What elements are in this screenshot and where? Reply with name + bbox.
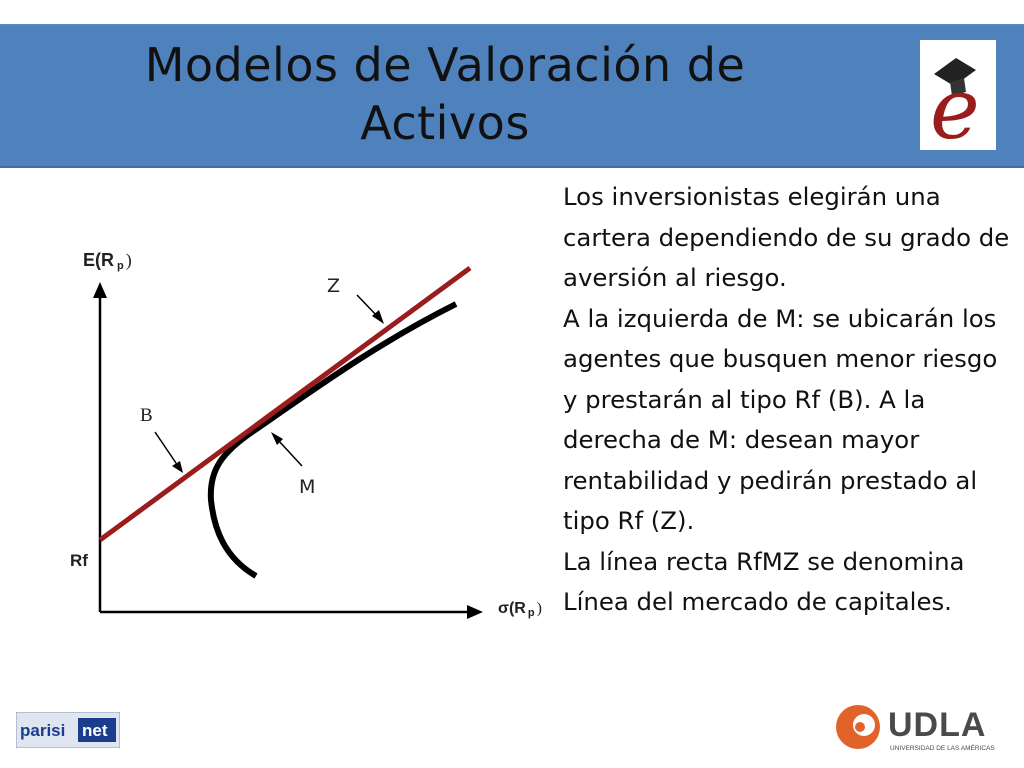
svg-text:parisi: parisi <box>20 721 65 740</box>
x-axis-arrowhead <box>467 605 483 619</box>
efficient-frontier-curve <box>207 301 458 579</box>
explanation-text: Los inversionistas elegirán una cartera … <box>563 177 1013 623</box>
parisinet-logo: parisi net <box>16 712 120 748</box>
graduation-cap-icon <box>934 58 976 86</box>
z-label: Z <box>327 275 340 297</box>
b-pointer-arrow <box>154 431 179 467</box>
z-pointer-arrow <box>356 294 379 318</box>
y-axis-label: E(R p) <box>83 250 132 272</box>
x-axis-label: σ(R p) <box>498 600 542 619</box>
m-label: M <box>299 476 315 498</box>
capital-market-line-diagram: E(R p) σ(R p) Rf Z B M <box>70 250 542 619</box>
y-axis-arrowhead <box>93 282 107 298</box>
paragraph-cml-definition: La línea recta RfMZ se denomina Línea de… <box>563 546 965 617</box>
slide-title-line2: Activos <box>360 96 530 150</box>
paragraph-risk-aversion: Los inversionistas elegirán una cartera … <box>563 182 1010 292</box>
svg-text:UDLA: UDLA <box>888 706 986 744</box>
udla-logo: UDLA UNIVERSIDAD DE LAS AMÉRICAS <box>836 705 995 752</box>
paragraph-left-right-of-m: A la izquierda de M: se ubicarán los age… <box>563 303 998 536</box>
svg-text:net: net <box>82 721 108 740</box>
svg-text:UNIVERSIDAD DE LAS AMÉRICAS: UNIVERSIDAD DE LAS AMÉRICAS <box>890 743 995 752</box>
m-pointer-arrow <box>277 439 303 467</box>
slide-title: Modelos de Valoración de Activos <box>70 36 820 152</box>
e-learning-logo: e <box>920 40 996 150</box>
title-banner: Modelos de Valoración de Activos <box>0 24 1024 168</box>
slide-title-line1: Modelos de Valoración de <box>144 38 746 92</box>
b-label: B <box>140 405 153 426</box>
e-letter: e <box>930 60 980 150</box>
rf-label: Rf <box>70 551 88 570</box>
capital-market-line <box>98 265 472 543</box>
